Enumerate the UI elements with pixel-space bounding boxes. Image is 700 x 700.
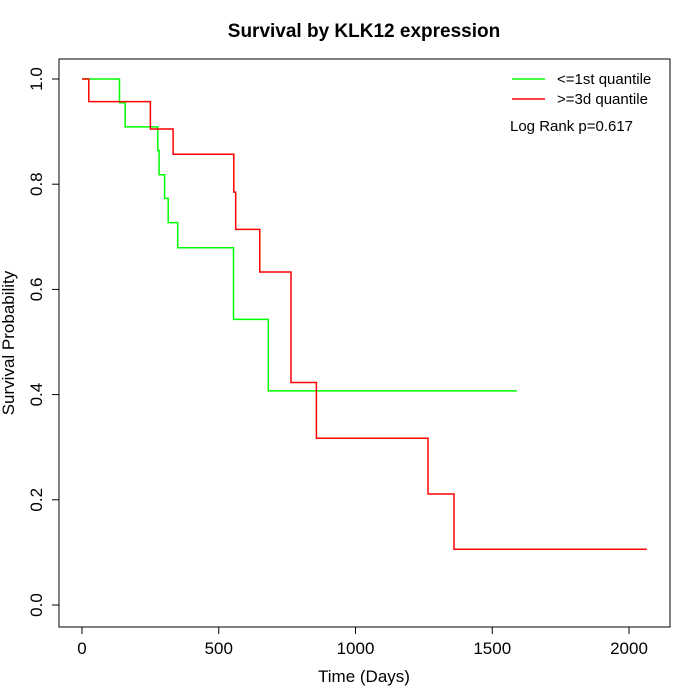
x-axis-label: Time (Days) xyxy=(318,667,410,686)
y-tick-label: 0.6 xyxy=(27,278,46,302)
y-tick-label: 0.2 xyxy=(27,488,46,512)
x-tick-label: 1000 xyxy=(337,639,375,658)
legend-label: <=1st quantile xyxy=(557,71,651,88)
legend-label: >=3d quantile xyxy=(557,91,648,108)
y-tick-label: 0.0 xyxy=(27,593,46,617)
y-tick-label: 1.0 xyxy=(27,67,46,91)
series-line-0 xyxy=(82,78,517,392)
legend: <=1st quantile >=3d quantile xyxy=(512,71,651,108)
x-tick-label: 1500 xyxy=(473,639,511,658)
y-tick-label: 0.8 xyxy=(27,172,46,196)
log-rank-annotation: Log Rank p=0.617 xyxy=(510,118,633,135)
series-layer xyxy=(82,78,647,550)
y-axis-label: Survival Probability xyxy=(0,270,18,415)
plot-frame xyxy=(58,58,671,628)
y-axis: 0.0 0.2 0.4 0.6 0.8 1.0 xyxy=(27,67,60,617)
x-tick-label: 500 xyxy=(205,639,233,658)
x-tick-label: 0 xyxy=(77,639,86,658)
x-tick-label: 2000 xyxy=(610,639,648,658)
series-line-1 xyxy=(82,78,647,550)
x-axis: 0 500 1000 1500 2000 xyxy=(77,626,648,658)
chart-title: Survival by KLK12 expression xyxy=(228,21,500,42)
y-tick-label: 0.4 xyxy=(27,383,46,407)
